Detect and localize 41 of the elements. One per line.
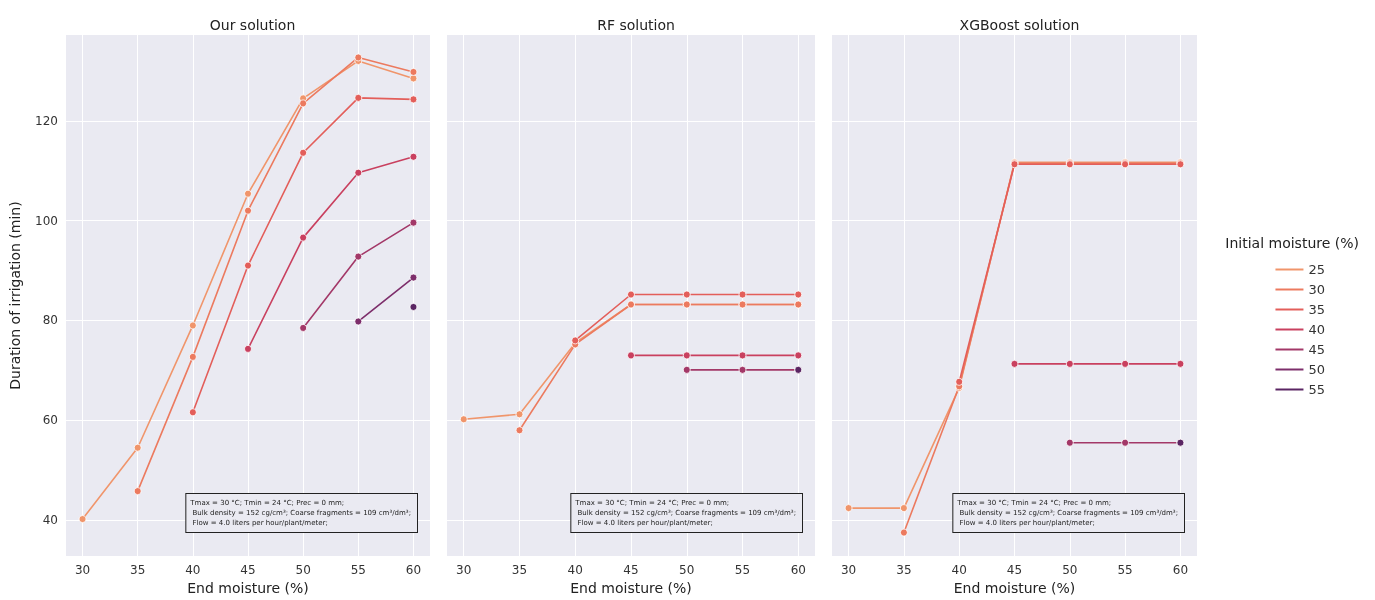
x-tick-label: 40	[185, 563, 201, 577]
x-axis-title: End moisture (%)	[187, 580, 309, 596]
x-tick-label: 55	[350, 563, 366, 577]
x-tick-label: 60	[405, 563, 422, 577]
chart-title: XGBoost solution	[959, 17, 1080, 33]
x-tick-label: 35	[896, 563, 912, 577]
y-tick-label: 60	[42, 413, 58, 428]
legend-label: 35	[1308, 302, 1325, 317]
y-tick-label: 40	[42, 513, 58, 528]
chart-title: Our solution	[209, 17, 296, 33]
x-tick-label: 35	[130, 563, 146, 577]
legend-label: 50	[1308, 362, 1325, 377]
y-tick-label: 80	[42, 313, 58, 328]
legend-label: 25	[1308, 262, 1325, 277]
y-axis-title: Duration of irrigation (min)	[7, 201, 23, 390]
x-tick-label: 50	[679, 563, 695, 577]
legend-label: 40	[1308, 322, 1325, 337]
x-tick-label: 40	[567, 563, 583, 577]
x-tick-label: 30	[456, 563, 472, 577]
legend-label: 45	[1308, 342, 1325, 357]
x-tick-label: 50	[295, 563, 311, 577]
x-tick-label: 45	[240, 563, 256, 577]
x-tick-label: 45	[623, 563, 639, 577]
x-tick-label: 30	[74, 563, 91, 577]
x-tick-label: 30	[840, 563, 857, 577]
y-tick-label: 120	[35, 113, 58, 128]
x-axis-title: End moisture (%)	[570, 580, 692, 596]
x-tick-label: 55	[734, 563, 751, 577]
x-tick-label: 50	[1062, 563, 1078, 577]
legend-label: 30	[1308, 282, 1325, 297]
legend-label: 55	[1308, 382, 1325, 397]
y-tick-label: 100	[35, 213, 58, 228]
x-tick-label: 35	[511, 563, 528, 577]
legend-title: Initial moisture (%)	[1225, 235, 1360, 251]
x-tick-label: 60	[790, 563, 806, 577]
x-tick-label: 60	[1172, 563, 1189, 577]
x-tick-label: 45	[1006, 563, 1023, 577]
x-tick-label: 40	[951, 563, 967, 577]
chart-title: RF solution	[597, 17, 675, 33]
x-axis-title: End moisture (%)	[953, 580, 1076, 596]
x-tick-label: 55	[1117, 563, 1133, 577]
